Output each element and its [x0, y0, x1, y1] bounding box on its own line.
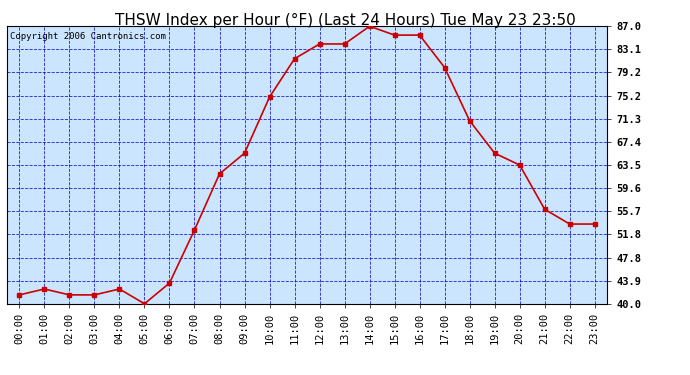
Text: Copyright 2006 Cantronics.com: Copyright 2006 Cantronics.com [10, 32, 166, 41]
Text: THSW Index per Hour (°F) (Last 24 Hours) Tue May 23 23:50: THSW Index per Hour (°F) (Last 24 Hours)… [115, 13, 575, 28]
